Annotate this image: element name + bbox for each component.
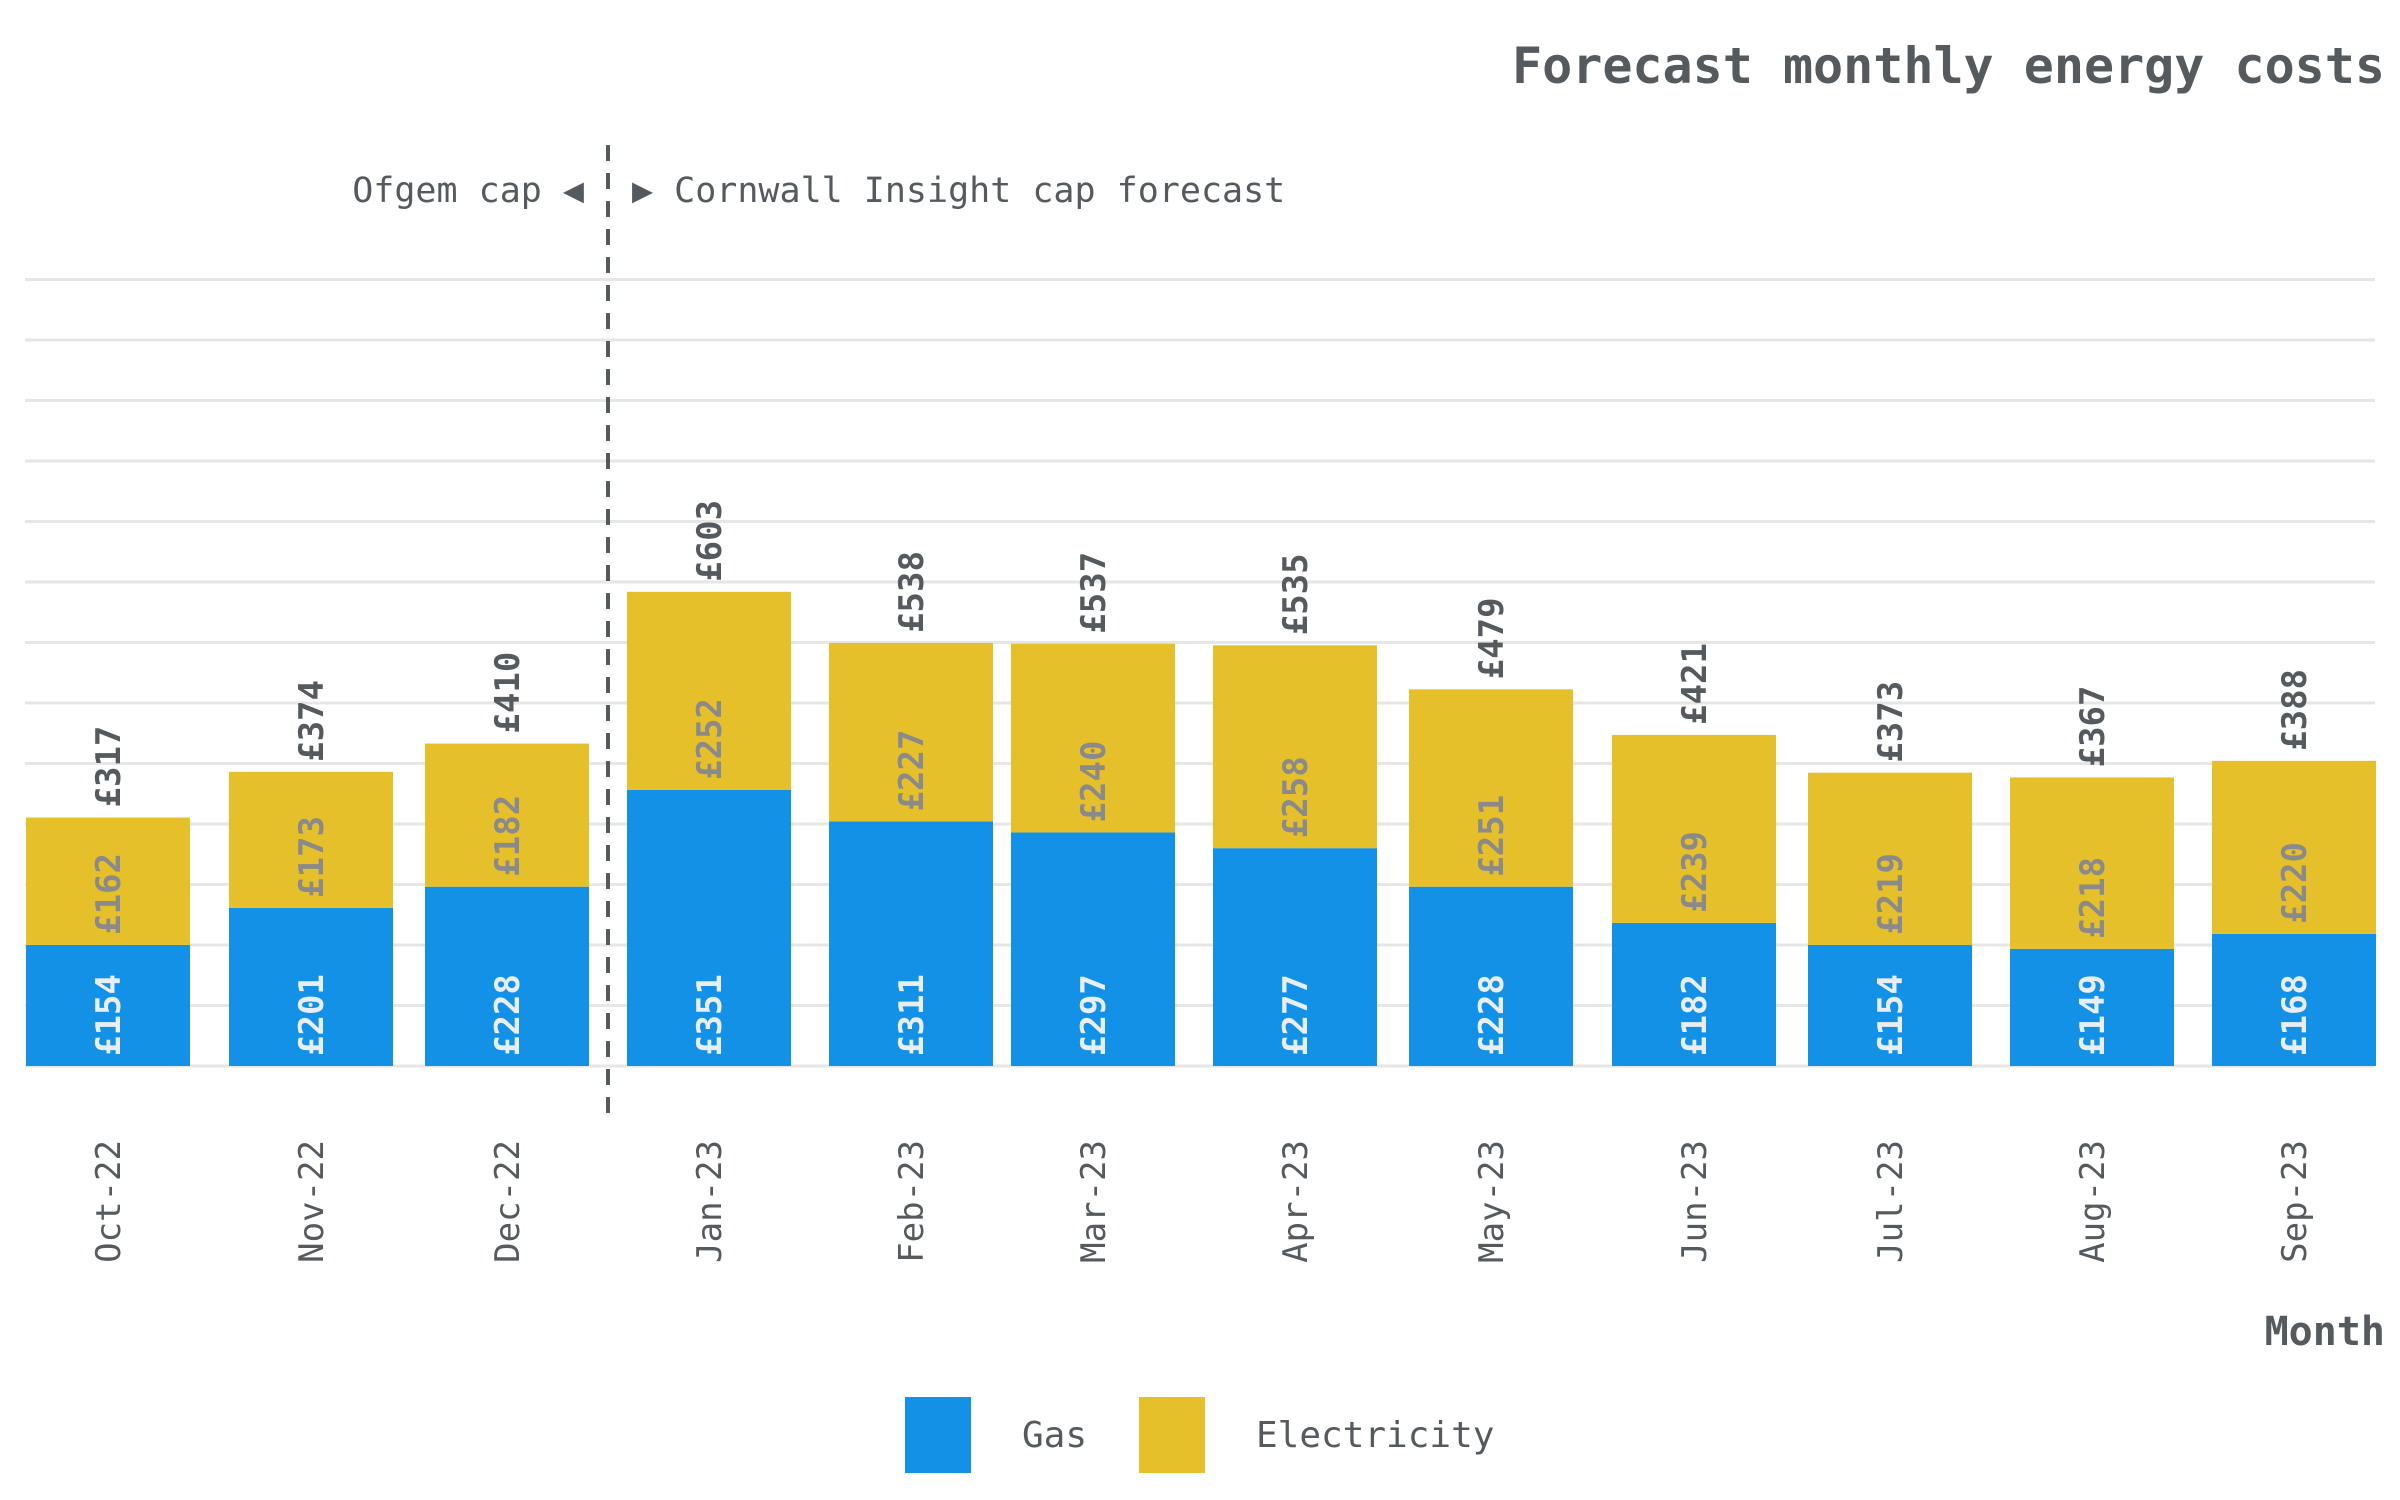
- bar-gas-Apr-23: [1213, 848, 1377, 1066]
- bar-gas-Feb-23: [829, 821, 993, 1066]
- x-tick-Dec-22: Dec-22: [488, 1140, 528, 1263]
- label-total-Mar-23: £537: [1074, 552, 1114, 634]
- bar-electricity-Sep-23: [2212, 760, 2376, 934]
- label-electricity-Apr-23: £258: [1276, 756, 1316, 838]
- bar-gas-Nov-22: [229, 907, 393, 1066]
- label-total-Nov-22: £374: [292, 680, 332, 762]
- legend-swatch-gas: [905, 1397, 971, 1473]
- label-electricity-Feb-23: £227: [892, 730, 932, 812]
- label-electricity-Mar-23: £240: [1074, 741, 1114, 823]
- x-tick-Feb-23: Feb-23: [892, 1140, 932, 1263]
- label-total-Oct-22: £317: [89, 726, 129, 808]
- ofgem-cap-annotation: Ofgem cap ◀: [352, 171, 584, 211]
- bars: [26, 591, 2376, 1066]
- x-tick-May-23: May-23: [1472, 1140, 1512, 1263]
- label-electricity-May-23: £251: [1472, 795, 1512, 877]
- bar-electricity-Jun-23: [1612, 734, 1776, 923]
- bar-gas-Oct-22: [26, 944, 190, 1066]
- label-electricity-Aug-23: £218: [2073, 857, 2113, 939]
- bar-gas-Jun-23: [1612, 922, 1776, 1066]
- label-gas-Jan-23: £351: [690, 974, 730, 1056]
- bar-gas-Sep-23: [2212, 933, 2376, 1066]
- bar-electricity-Nov-22: [229, 771, 393, 908]
- label-electricity-Nov-22: £173: [292, 816, 332, 898]
- bar-gas-Mar-23: [1011, 832, 1175, 1066]
- legend-label-gas: Gas: [1022, 1415, 1087, 1456]
- bar-gas-Dec-22: [425, 886, 589, 1066]
- legend-label-electricity: Electricity: [1256, 1415, 1494, 1456]
- bar-electricity-Oct-22: [26, 817, 190, 945]
- label-electricity-Oct-22: £162: [89, 853, 129, 935]
- x-axis-ticks: Oct-22 Nov-22 Dec-22 Jan-23 Feb-23 Mar-23 Apr-…: [89, 1140, 2315, 1263]
- bar-gas-May-23: [1409, 886, 1573, 1066]
- label-gas-Jul-23: £154: [1871, 974, 1911, 1056]
- bar-electricity-Apr-23: [1213, 645, 1377, 849]
- bar-electricity-May-23: [1409, 689, 1573, 887]
- bar-gas-Jul-23: [1808, 944, 1972, 1066]
- bar-electricity-Dec-22: [425, 743, 589, 887]
- x-tick-Mar-23: Mar-23: [1074, 1140, 1114, 1263]
- label-total-Aug-23: £367: [2073, 686, 2113, 768]
- legend-swatch-electricity: [1139, 1397, 1205, 1473]
- data-labels: £154 £162 £317 £201 £173 £374 £228 £182 £410 £351…: [89, 500, 2315, 1056]
- label-total-May-23: £479: [1472, 597, 1512, 679]
- x-tick-Apr-23: Apr-23: [1276, 1140, 1316, 1263]
- label-electricity-Jan-23: £252: [690, 698, 730, 780]
- label-gas-Apr-23: £277: [1276, 974, 1316, 1056]
- label-total-Feb-23: £538: [892, 551, 932, 633]
- bar-electricity-Mar-23: [1011, 643, 1175, 833]
- x-tick-Jun-23: Jun-23: [1675, 1140, 1715, 1263]
- label-total-Apr-23: £535: [1276, 553, 1316, 635]
- label-electricity-Jul-23: £219: [1871, 853, 1911, 935]
- x-tick-Aug-23: Aug-23: [2073, 1140, 2113, 1263]
- label-total-Jul-23: £373: [1871, 681, 1911, 763]
- bar-electricity-Aug-23: [2010, 777, 2174, 949]
- label-gas-Jun-23: £182: [1675, 974, 1715, 1056]
- chart-title: Forecast monthly energy costs: [1512, 37, 2385, 95]
- gridlines: [25, 278, 2375, 1068]
- label-total-Jun-23: £421: [1675, 643, 1715, 725]
- x-tick-Oct-22: Oct-22: [89, 1140, 129, 1263]
- bar-electricity-Jan-23: [627, 591, 791, 790]
- bar-electricity-Feb-23: [829, 642, 993, 822]
- label-gas-Mar-23: £297: [1074, 974, 1114, 1056]
- label-gas-Dec-22: £228: [488, 974, 528, 1056]
- label-gas-Nov-22: £201: [292, 974, 332, 1056]
- label-total-Sep-23: £388: [2275, 669, 2315, 751]
- x-tick-Sep-23: Sep-23: [2275, 1140, 2315, 1263]
- label-gas-Aug-23: £149: [2073, 974, 2113, 1056]
- x-tick-Jan-23: Jan-23: [690, 1140, 730, 1263]
- label-electricity-Dec-22: £182: [488, 795, 528, 877]
- label-gas-May-23: £228: [1472, 974, 1512, 1056]
- x-tick-Nov-22: Nov-22: [292, 1140, 332, 1263]
- bar-gas-Aug-23: [2010, 948, 2174, 1066]
- label-total-Dec-22: £410: [488, 652, 528, 734]
- bar-gas-Jan-23: [627, 789, 791, 1066]
- x-axis-title: Month: [2265, 1309, 2385, 1355]
- label-gas-Sep-23: £168: [2275, 974, 2315, 1056]
- label-total-Jan-23: £603: [690, 500, 730, 582]
- label-gas-Feb-23: £311: [892, 974, 932, 1056]
- bar-electricity-Jul-23: [1808, 772, 1972, 945]
- label-electricity-Jun-23: £239: [1675, 831, 1715, 913]
- cornwall-forecast-annotation: ▶ Cornwall Insight cap forecast: [632, 171, 1285, 211]
- legend: Gas Electricity: [905, 1397, 1494, 1473]
- label-electricity-Sep-23: £220: [2275, 842, 2315, 924]
- label-gas-Oct-22: £154: [89, 974, 129, 1056]
- x-tick-Jul-23: Jul-23: [1871, 1140, 1911, 1263]
